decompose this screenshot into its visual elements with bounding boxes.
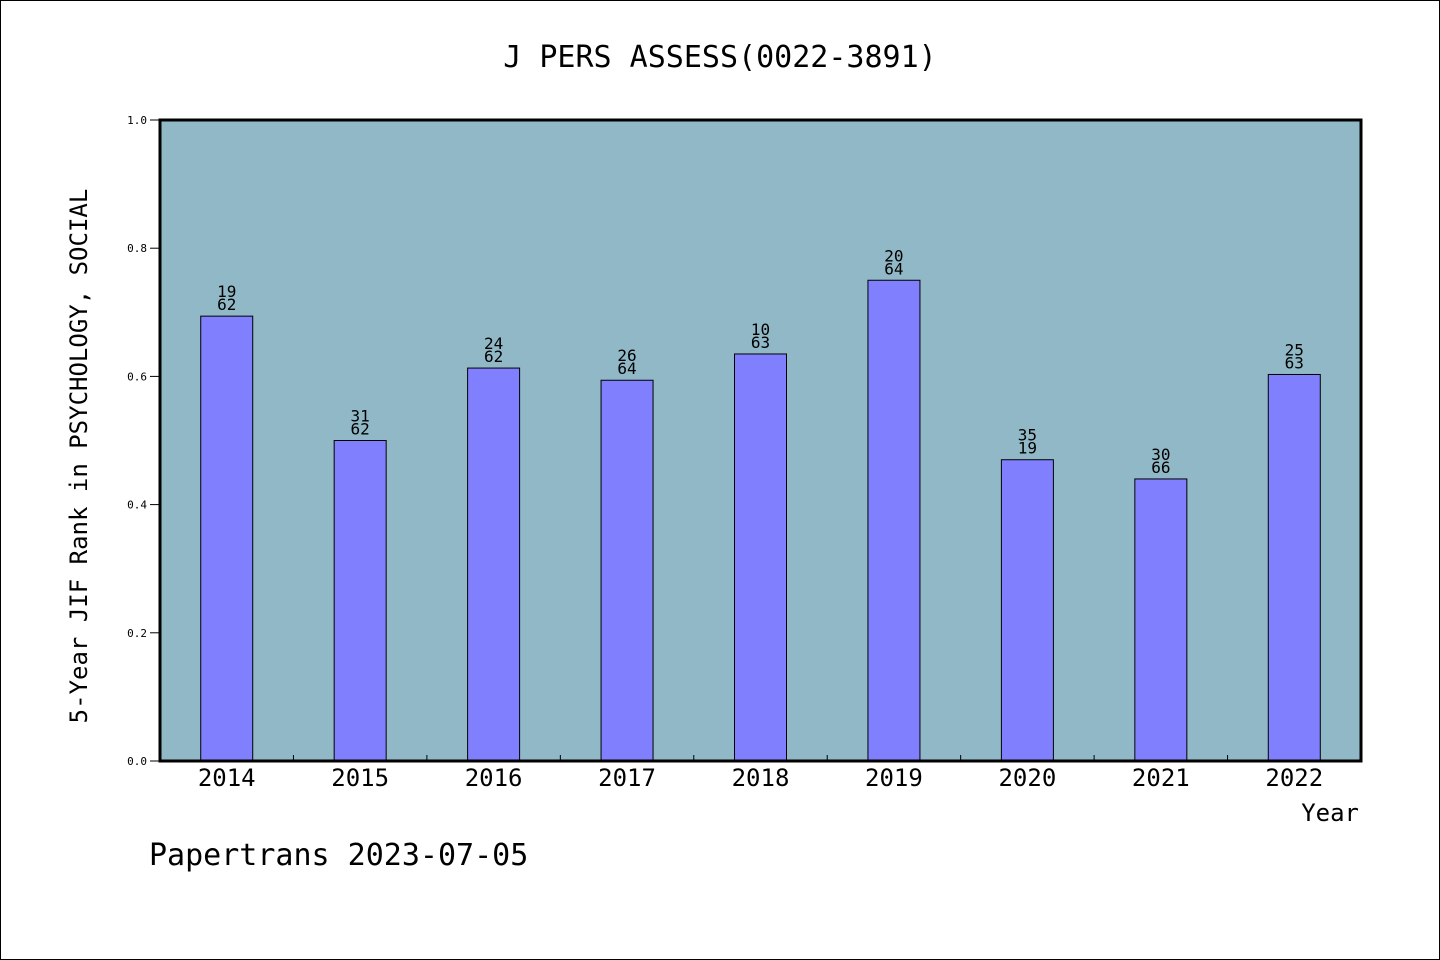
x-tick-label: 2014 [198,764,256,792]
bar-label-top: 31 [351,407,370,426]
bar-label-top: 30 [1151,445,1170,464]
bar-label-bottom: 62 [484,347,503,366]
bar-2017 [600,379,654,762]
y-tick-label: 0.6 [127,370,147,383]
x-tick-label: 2020 [998,764,1056,792]
footer-text: Papertrans 2023-07-05 [149,838,528,873]
y-tick-label: 0.8 [127,242,147,255]
y-tick-label: 0.2 [127,627,147,640]
x-tick-label: 2022 [1265,764,1323,792]
chart-title: J PERS ASSESS(0022-3891) [503,40,936,75]
bars-group [200,279,1321,762]
y-ticks-group: 0.0 0.2 0.4 0.6 0.8 1.0 [127,114,160,768]
y-tick-label: 0.4 [127,499,147,512]
bar-2018 [734,353,787,762]
y-axis-label: 5-Year JIF Rank in PSYCHOLOGY, SOCIAL [65,189,93,724]
x-tick-label: 2021 [1132,764,1190,792]
bar-label-top: 35 [1018,426,1037,445]
bar-2019 [867,279,921,762]
bar-label-top: 24 [484,334,503,353]
x-ticks-group: 2014 2015 2016 2017 2018 2019 2020 2021 2022 [198,755,1323,792]
bar-label-bottom: 63 [751,333,770,352]
bar-2014 [200,315,254,762]
bar-label-bottom: 62 [351,420,370,439]
bar-label-top: 26 [617,346,636,365]
bar-label-top: 10 [751,320,770,339]
x-axis-label: Year [1301,799,1359,827]
bar-label-bottom: 19 [1018,439,1037,458]
y-tick-label: 1.0 [127,114,147,127]
bar-label-bottom: 64 [617,359,636,378]
bar-2015 [333,440,387,762]
x-tick-label: 2016 [465,764,523,792]
bar-2020 [1000,459,1054,762]
x-tick-label: 2019 [865,764,923,792]
x-tick-label: 2018 [732,764,790,792]
bar-2021 [1134,478,1188,762]
bar-label-top: 19 [217,282,236,301]
bar-2016 [467,367,521,762]
bar-label-bottom: 63 [1285,353,1304,372]
bar-2022 [1267,373,1321,762]
bar-label-bottom: 66 [1151,458,1170,477]
y-tick-label: 0.0 [127,755,147,768]
bar-label-top: 20 [884,246,903,265]
bar-label-bottom: 64 [884,259,903,278]
bar-label-top: 25 [1285,340,1304,359]
bar-label-bottom: 62 [217,295,236,314]
plot-border [158,118,1363,763]
x-tick-label: 2017 [598,764,656,792]
x-tick-label: 2015 [331,764,389,792]
